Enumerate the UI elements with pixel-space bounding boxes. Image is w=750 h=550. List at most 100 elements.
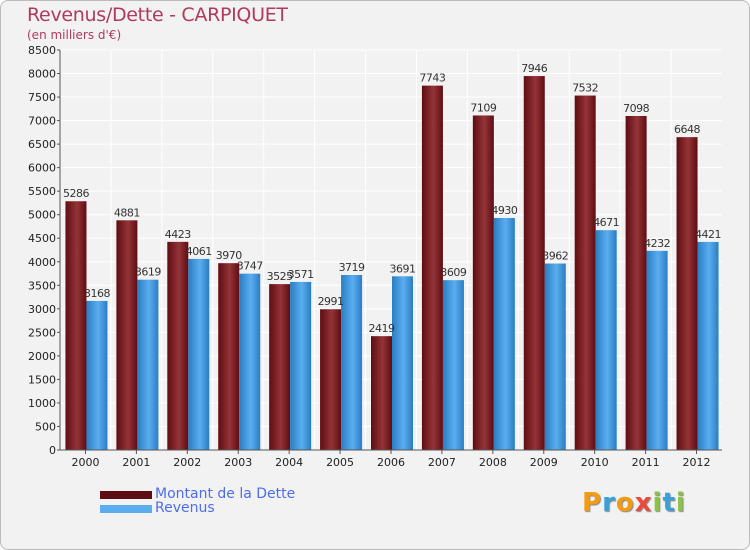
bar-revenue-2009 xyxy=(544,263,566,450)
value-label-revenue-2010: 4671 xyxy=(593,216,619,229)
y-tick-label: 6000 xyxy=(28,162,56,175)
value-label-revenue-2000: 3168 xyxy=(84,287,110,300)
bar-revenue-2011 xyxy=(646,250,668,450)
legend-label-debt: Montant de la Dette xyxy=(155,486,296,502)
y-tick-label: 7000 xyxy=(28,115,56,128)
value-label-debt-2009: 7946 xyxy=(521,62,547,75)
x-tick-label: 2011 xyxy=(632,456,660,469)
x-tick-label: 2002 xyxy=(173,456,201,469)
bar-debt-2010 xyxy=(574,95,596,450)
value-label-revenue-2012: 4421 xyxy=(695,228,721,241)
x-tick-label: 2010 xyxy=(581,456,609,469)
y-tick-label: 3000 xyxy=(28,303,56,316)
proxiti-logo: Proxiti xyxy=(582,488,686,518)
value-label-revenue-2006: 3691 xyxy=(390,262,416,275)
bar-revenue-2001 xyxy=(137,279,159,450)
value-label-debt-2011: 7098 xyxy=(623,102,649,115)
bars xyxy=(65,76,719,450)
y-tick-label: 3500 xyxy=(28,279,56,292)
logo-letter: x xyxy=(634,488,653,518)
value-label-revenue-2011: 4232 xyxy=(644,237,670,250)
value-label-revenue-2009: 3962 xyxy=(542,250,568,263)
value-label-debt-2000: 5286 xyxy=(63,187,89,200)
bar-debt-2005 xyxy=(320,309,342,450)
y-tick-label: 2000 xyxy=(28,350,56,363)
value-label-debt-2001: 4881 xyxy=(114,206,140,219)
x-tick-label: 2004 xyxy=(275,456,303,469)
logo-letter: i xyxy=(675,488,686,518)
y-tick-label: 8500 xyxy=(28,44,56,57)
y-tick-label: 1500 xyxy=(28,373,56,386)
bar-debt-2011 xyxy=(625,115,647,450)
bar-debt-2007 xyxy=(421,85,443,450)
x-tick-label: 2008 xyxy=(479,456,507,469)
chart-subtitle: (en milliers d'€) xyxy=(27,28,122,42)
legend-swatch-debt xyxy=(100,491,152,499)
x-tick-label: 2006 xyxy=(377,456,405,469)
y-tick-label: 5000 xyxy=(28,209,56,222)
bar-revenue-2000 xyxy=(86,300,108,450)
y-tick-label: 7500 xyxy=(28,91,56,104)
logo-letter: P xyxy=(582,488,603,518)
bar-debt-2012 xyxy=(676,137,698,450)
logo-letter: o xyxy=(615,488,635,518)
legend-swatch-revenue xyxy=(100,505,152,513)
y-tick-label: 2500 xyxy=(28,326,56,339)
value-label-debt-2007: 7743 xyxy=(419,72,445,85)
y-tick-label: 5500 xyxy=(28,185,56,198)
value-label-revenue-2004: 3571 xyxy=(288,268,314,281)
x-tick-label: 2012 xyxy=(683,456,711,469)
bar-debt-2002 xyxy=(167,241,189,450)
value-label-revenue-2005: 3719 xyxy=(339,261,365,274)
y-tick-label: 4000 xyxy=(28,256,56,269)
logo-letter: t xyxy=(662,488,676,518)
bar-debt-2003 xyxy=(218,263,240,450)
y-tick-label: 4500 xyxy=(28,232,56,245)
value-label-debt-2005: 2991 xyxy=(318,295,344,308)
value-label-debt-2012: 6648 xyxy=(674,123,700,136)
value-label-debt-2002: 4423 xyxy=(165,228,191,241)
value-label-debt-2008: 7109 xyxy=(470,101,496,114)
value-label-debt-2010: 7532 xyxy=(572,82,598,95)
value-label-revenue-2001: 3619 xyxy=(135,266,161,279)
chart-title: Revenus/Dette - CARPIQUET xyxy=(27,4,288,26)
bar-revenue-2008 xyxy=(493,218,515,450)
bar-revenue-2005 xyxy=(341,274,363,450)
x-tick-label: 2007 xyxy=(428,456,456,469)
value-label-revenue-2002: 4061 xyxy=(186,245,212,258)
bar-revenue-2006 xyxy=(392,276,413,450)
bar-revenue-2003 xyxy=(239,273,261,450)
bar-debt-2001 xyxy=(116,220,138,450)
bar-revenue-2007 xyxy=(442,280,464,450)
value-label-debt-2003: 3970 xyxy=(216,249,242,262)
bar-debt-2008 xyxy=(472,115,494,450)
bar-debt-2004 xyxy=(269,284,291,450)
x-tick-label: 2003 xyxy=(224,456,252,469)
logo-letter: i xyxy=(652,488,663,518)
bar-revenue-2010 xyxy=(595,230,617,450)
axes: 0 500 1000 1500 2000 2500 3000 3500 4000 4500 5000… xyxy=(28,44,722,469)
y-tick-label: 0 xyxy=(49,444,56,457)
legend-label-revenue: Revenus xyxy=(155,500,215,516)
value-label-debt-2006: 2419 xyxy=(369,322,395,335)
y-tick-label: 1000 xyxy=(28,397,56,410)
bar-debt-2009 xyxy=(523,76,545,450)
y-tick-label: 500 xyxy=(35,420,56,433)
bar-debt-2006 xyxy=(371,336,392,450)
logo-letter: r xyxy=(602,488,616,518)
x-tick-label: 2001 xyxy=(122,456,150,469)
value-label-debt-2004: 3525 xyxy=(267,270,293,283)
value-label-revenue-2003: 3747 xyxy=(237,260,263,273)
bar-debt-2000 xyxy=(65,201,87,450)
bar-revenue-2002 xyxy=(188,258,210,450)
y-tick-label: 8000 xyxy=(28,68,56,81)
value-label-revenue-2007: 3609 xyxy=(440,266,466,279)
y-tick-label: 6500 xyxy=(28,138,56,151)
x-tick-label: 2000 xyxy=(71,456,99,469)
bar-revenue-2004 xyxy=(290,281,312,450)
value-label-revenue-2008: 4930 xyxy=(491,204,517,217)
x-tick-label: 2009 xyxy=(530,456,558,469)
x-tick-label: 2005 xyxy=(326,456,354,469)
